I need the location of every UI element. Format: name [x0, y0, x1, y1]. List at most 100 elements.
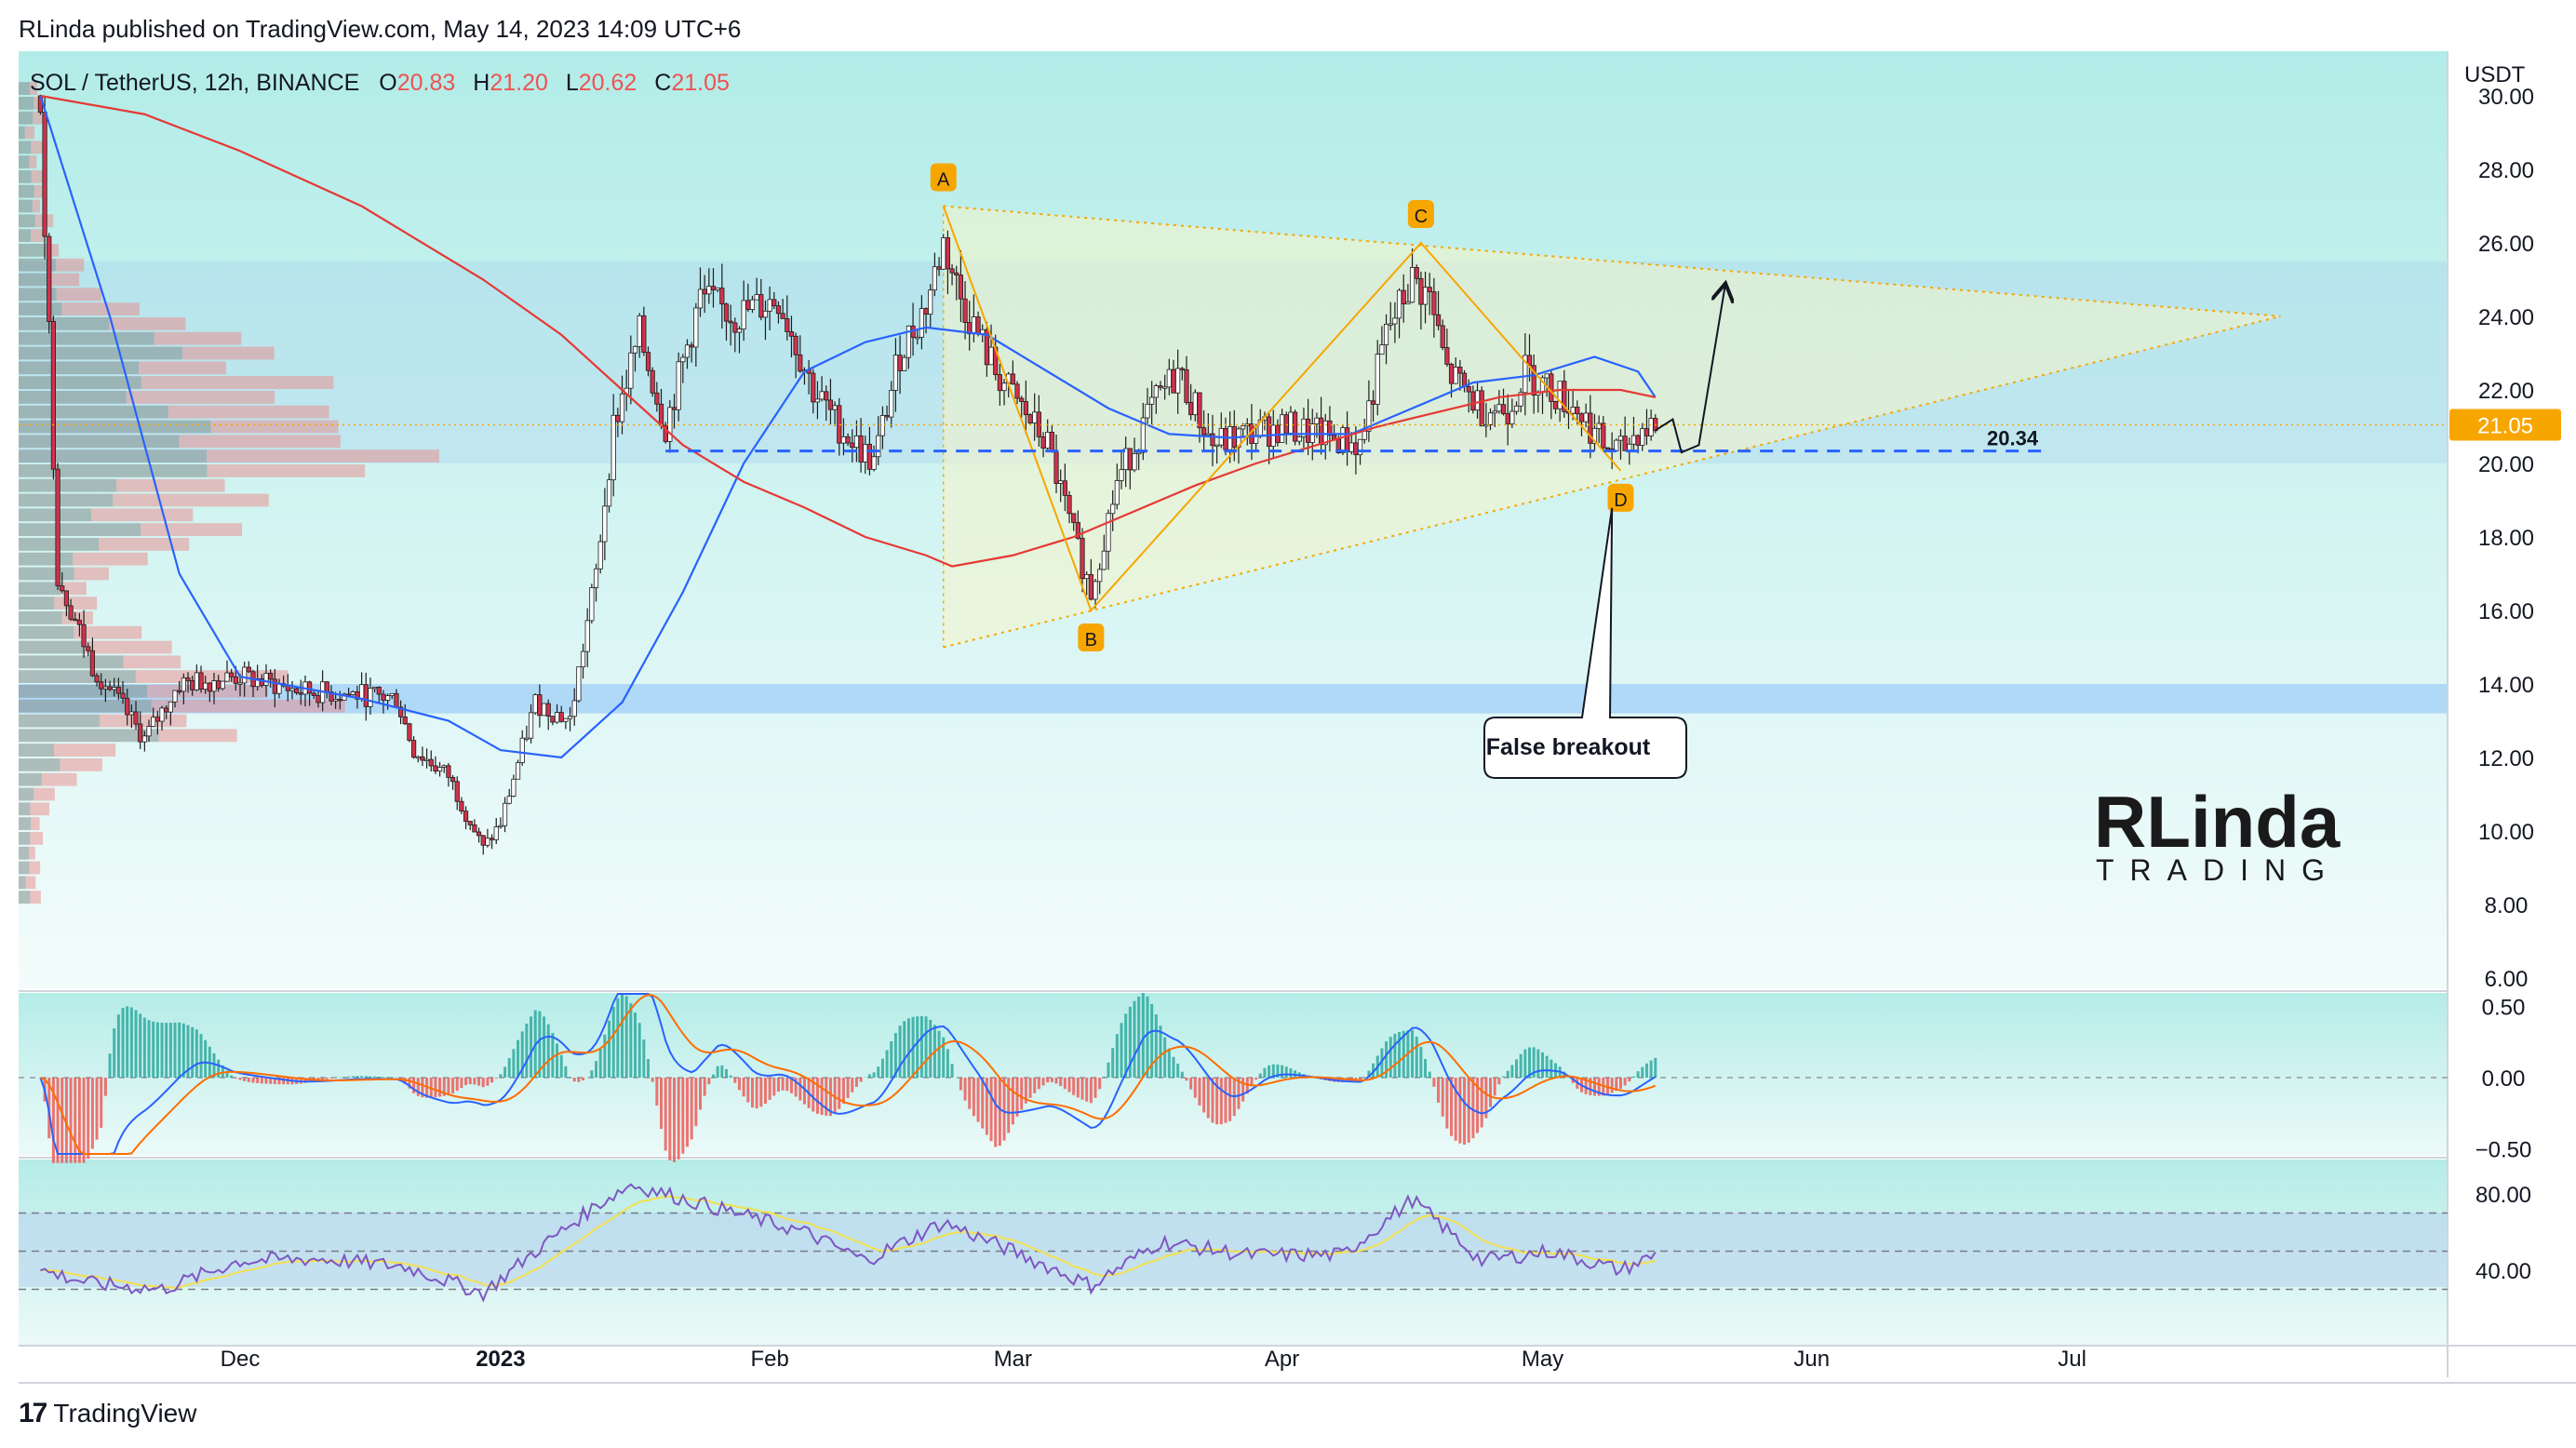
candle-body — [1019, 397, 1025, 402]
candle-body — [1444, 347, 1450, 365]
candle-body — [1409, 267, 1415, 303]
candle-body — [55, 468, 60, 587]
candle-body — [906, 325, 912, 358]
vp-bar-sell — [33, 111, 45, 125]
candle-body — [376, 686, 382, 695]
candle-body — [1127, 448, 1133, 471]
vp-bar-buy — [19, 552, 74, 566]
price-tick: 18.00 — [2478, 526, 2534, 551]
candle-body — [1640, 428, 1645, 446]
point-badge-b — [1078, 623, 1105, 651]
candle-body — [1280, 414, 1285, 443]
candle-body — [1531, 365, 1536, 396]
candle-body — [207, 682, 212, 692]
logo-line1: RLinda — [2094, 781, 2341, 863]
tradingview-footer[interactable]: 17 TradingView — [19, 1398, 196, 1429]
candle-body — [1210, 433, 1215, 447]
candle-body — [168, 701, 173, 713]
legend-low-label: L — [566, 70, 579, 96]
candle-body — [1448, 363, 1455, 384]
candle-body — [1084, 574, 1090, 580]
vp-bar-sell — [141, 523, 243, 536]
candle-body — [107, 686, 113, 690]
candle-body — [1379, 344, 1385, 355]
vp-bar-buy — [19, 229, 32, 242]
candle-body — [1431, 291, 1437, 315]
macd-pane[interactable] — [19, 993, 2448, 1156]
point-badge-c — [1407, 200, 1434, 228]
currency-label: USDT — [2464, 62, 2526, 87]
candle-body — [654, 392, 660, 405]
candle-body — [728, 320, 733, 324]
candle-body — [1518, 392, 1523, 407]
candle-body — [420, 756, 425, 761]
vp-bar-sell — [30, 832, 44, 845]
vp-bar-sell — [168, 405, 329, 419]
candle-body — [567, 716, 573, 719]
vp-bar-buy — [19, 817, 32, 830]
point-badge-a — [930, 163, 957, 192]
candle-body — [1001, 382, 1007, 392]
candle-body — [94, 675, 100, 683]
candle-body — [1513, 405, 1520, 412]
candle-body — [684, 344, 691, 358]
vp-bar-buy — [19, 361, 140, 375]
candle-body — [1053, 451, 1059, 484]
candle-body — [1392, 317, 1398, 325]
time-tick: Feb — [750, 1347, 788, 1372]
candle-body — [1440, 325, 1445, 348]
candle-body — [932, 266, 938, 291]
candle-body — [850, 442, 855, 449]
vp-bar-buy — [19, 787, 34, 801]
false-breakout-text: False breakout — [1486, 734, 1651, 760]
candle-body — [1036, 411, 1041, 437]
candle-body — [1474, 390, 1481, 411]
candle-body — [423, 758, 430, 762]
vp-bar-sell — [31, 170, 45, 183]
vp-bar-buy — [19, 302, 62, 315]
candle-body — [1188, 402, 1194, 416]
candle-body — [1197, 392, 1202, 429]
vp-bar-buy — [19, 597, 55, 610]
candle-body — [1158, 385, 1163, 388]
candle-body — [658, 403, 664, 426]
vp-bar-buy — [19, 141, 32, 154]
candle-body — [610, 414, 616, 481]
vp-bar-buy — [19, 758, 60, 771]
candle-body — [602, 505, 608, 543]
candle-body — [1596, 422, 1602, 429]
chart-area[interactable]: A B C D 30.00 28.00 26.00 24.00 22.00 20.00 18.00… — [0, 0, 2576, 1396]
price-axis[interactable]: 30.00 28.00 26.00 24.00 22.00 20.00 18.00 16.00… — [2475, 85, 2534, 1284]
vp-bar-buy — [19, 582, 61, 596]
candle-body — [1601, 422, 1606, 449]
logo-line2: TRADING — [2096, 853, 2341, 887]
candle-body — [645, 352, 651, 371]
candle-body — [1505, 413, 1510, 424]
vp-bar-buy — [19, 640, 84, 654]
candle-body — [1136, 451, 1142, 455]
candle-body — [845, 436, 851, 444]
candle-body — [315, 695, 321, 704]
candle-body — [246, 666, 251, 673]
candle-body — [1492, 410, 1497, 414]
candle-body — [723, 303, 730, 322]
candle-body — [749, 299, 756, 310]
candle-body — [190, 680, 195, 690]
candle-body — [1344, 427, 1350, 452]
vp-bar-sell — [56, 258, 85, 272]
candle-body — [827, 399, 834, 410]
vp-bar-buy — [19, 523, 141, 536]
candle-body — [693, 307, 699, 348]
vp-bar-sell — [123, 655, 181, 669]
candle-body — [945, 237, 950, 270]
legend-low: 20.62 — [579, 70, 637, 96]
candle-body — [667, 407, 673, 442]
candle-body — [459, 800, 464, 812]
candle-body — [550, 716, 556, 723]
candle-body — [897, 355, 903, 371]
time-axis[interactable]: Dec 2023 Feb Mar Apr May Jun Jul — [221, 1347, 2086, 1372]
candle-body — [368, 688, 373, 707]
candle-body — [892, 355, 899, 391]
vp-bar-buy — [19, 685, 148, 698]
candle-body — [988, 346, 994, 366]
